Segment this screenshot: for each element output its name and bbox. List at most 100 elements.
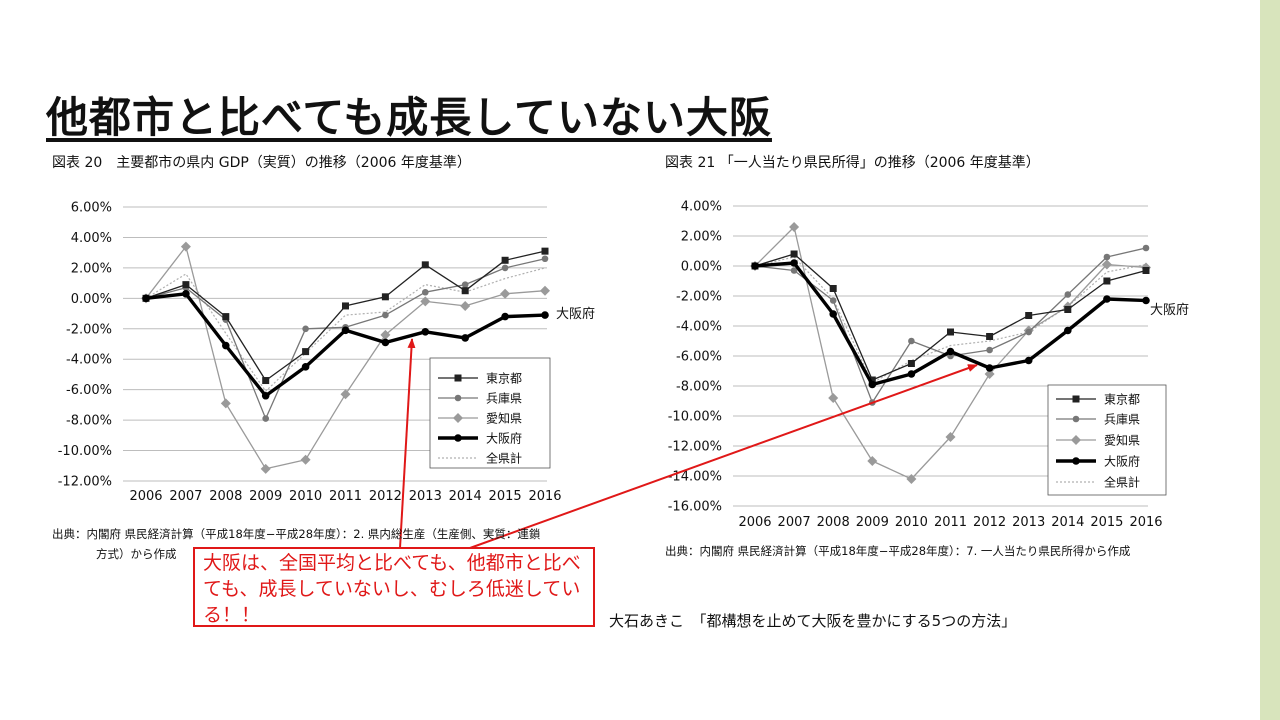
income-series-line-national <box>754 256 1147 384</box>
income-point-aichi <box>867 456 878 466</box>
gdp-point-osaka <box>341 326 350 335</box>
income-point-tokyo <box>1142 267 1150 274</box>
gdp-point-tokyo <box>381 293 389 301</box>
gdp-point-osaka <box>142 294 150 303</box>
income-point-osaka <box>790 259 798 267</box>
gdp-y-tick-label: 6.00% <box>71 201 112 216</box>
gdp-point-aichi <box>540 285 550 296</box>
gdp-y-tick-label: -2.00% <box>66 322 112 337</box>
income-point-osaka <box>1064 326 1072 335</box>
income-point-tokyo <box>1064 306 1072 313</box>
income-y-tick-label: -12.00% <box>668 440 722 455</box>
income-point-aichi <box>1101 259 1112 270</box>
gdp-x-tick-label: 2016 <box>528 489 561 504</box>
income-point-osaka <box>985 364 994 372</box>
income-point-hyogo <box>1064 291 1072 298</box>
gdp-point-aichi <box>220 398 231 409</box>
income-point-aichi <box>984 369 995 379</box>
gdp-point-osaka <box>381 338 390 347</box>
accent-strip <box>1260 0 1280 720</box>
gdp-point-tokyo <box>262 377 270 385</box>
income-series-line-tokyo <box>754 253 1147 381</box>
gdp-series-line-national <box>145 267 546 392</box>
chart-source-gdp: 出典：内閣府 県民経済計算（平成18年度−平成28年度）：2. 県内総生産（生産… <box>52 524 540 564</box>
gdp-legend-label-hyogo: 兵庫県 <box>486 392 522 406</box>
income-x-tick-label: 2010 <box>895 515 928 530</box>
gdp-legend-marker-hyogo <box>454 394 462 402</box>
chart-source-gdp-line-2: 方式）から作成 <box>96 547 177 561</box>
income-point-tokyo <box>947 328 954 336</box>
chart-title-income: 図表 21 「一人当たり県民所得」の推移（2006 年度基準） <box>665 155 1040 171</box>
callout-box: 大阪は、全国平均と比べても、他都市と比べても、成長していないし、むしろ低迷してい… <box>193 547 595 627</box>
income-point-osaka <box>1142 296 1150 305</box>
income-legend-marker-aichi <box>1071 435 1081 445</box>
gdp-point-tokyo <box>501 256 509 264</box>
income-point-aichi <box>789 222 800 232</box>
income-x-tick-label: 2009 <box>856 515 889 530</box>
income-legend-label-osaka: 大阪府 <box>1104 454 1140 469</box>
gdp-point-aichi <box>420 296 431 307</box>
gdp-point-osaka <box>182 289 190 298</box>
gdp-point-aichi <box>180 241 191 252</box>
gdp-point-aichi <box>300 454 311 465</box>
gdp-legend-label-national: 全県計 <box>486 451 522 466</box>
income-y-tick-label: -6.00% <box>676 350 722 365</box>
income-point-aichi <box>906 474 917 484</box>
income-legend-label-national: 全県計 <box>1104 475 1140 490</box>
gdp-point-tokyo <box>342 302 349 310</box>
income-point-osaka <box>829 310 837 318</box>
income-point-hyogo <box>829 297 837 304</box>
income-point-aichi <box>828 393 839 403</box>
income-x-tick-label: 2013 <box>1012 515 1045 530</box>
gdp-legend-label-aichi: 愛知県 <box>486 412 522 426</box>
gdp-y-tick-label: -8.00% <box>66 414 112 429</box>
income-point-aichi <box>945 432 956 442</box>
gdp-point-osaka <box>501 312 509 321</box>
income-y-tick-label: -4.00% <box>676 320 722 335</box>
gdp-x-tick-label: 2006 <box>129 489 162 504</box>
chart-source-gdp-line-1: 出典：内閣府 県民経済計算（平成18年度−平成28年度）：2. 県内総生産（生産… <box>52 527 541 541</box>
gdp-point-hyogo <box>262 415 270 422</box>
income-point-tokyo <box>907 360 915 367</box>
gdp-x-tick-label: 2008 <box>209 489 242 504</box>
gdp-x-tick-label: 2013 <box>409 489 442 504</box>
gdp-x-tick-label: 2011 <box>329 489 362 504</box>
income-point-tokyo <box>1103 277 1111 285</box>
income-point-tokyo <box>986 333 994 340</box>
income-point-tokyo <box>790 250 798 258</box>
income-legend-label-aichi: 愛知県 <box>1104 434 1140 448</box>
gdp-point-osaka <box>461 334 470 342</box>
gdp-x-tick-label: 2014 <box>449 489 482 504</box>
gdp-x-tick-label: 2012 <box>369 489 402 504</box>
gdp-point-osaka <box>301 363 310 371</box>
income-y-tick-label: 2.00% <box>681 230 722 245</box>
gdp-legend-box <box>429 357 551 469</box>
income-y-tick-label: -16.00% <box>668 500 722 515</box>
gdp-point-hyogo <box>461 281 469 288</box>
gdp-point-aichi <box>460 300 471 311</box>
gdp-legend-marker-osaka <box>454 434 462 442</box>
gdp-point-aichi <box>340 389 351 400</box>
gdp-legend-marker-aichi <box>453 413 463 423</box>
income-point-hyogo <box>1025 328 1032 336</box>
gdp-x-tick-label: 2009 <box>249 489 282 504</box>
income-point-hyogo <box>1103 253 1111 261</box>
slide-credit: 大石あきこ 「都構想を止めて大阪を豊かにする5つの方法」 <box>609 612 1017 630</box>
income-x-tick-label: 2014 <box>1051 515 1084 530</box>
gdp-legend-label-osaka: 大阪府 <box>486 431 522 446</box>
gdp-y-tick-label: 0.00% <box>71 292 112 307</box>
gdp-point-aichi <box>380 329 391 340</box>
income-y-tick-label: -2.00% <box>676 290 722 305</box>
gdp-y-tick-label: -4.00% <box>66 353 112 368</box>
income-series-line-osaka <box>754 261 1147 387</box>
income-point-hyogo <box>1142 244 1150 252</box>
gdp-x-tick-label: 2010 <box>289 489 322 504</box>
gdp-point-osaka <box>541 311 549 319</box>
income-end-label: 大阪府 <box>1150 303 1189 318</box>
income-legend-label-tokyo: 東京都 <box>1104 393 1140 407</box>
gdp-y-tick-label: 2.00% <box>71 261 112 276</box>
income-legend-marker-hyogo <box>1072 415 1080 423</box>
income-x-tick-label: 2008 <box>817 515 850 530</box>
income-y-tick-label: -10.00% <box>668 410 722 425</box>
